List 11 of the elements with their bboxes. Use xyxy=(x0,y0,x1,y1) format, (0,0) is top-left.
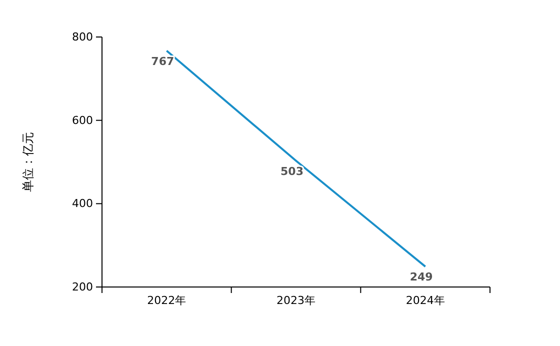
x-tick-label: 2024年 xyxy=(406,294,445,307)
data-label: 767 xyxy=(151,54,174,68)
y-tick-label: 200 xyxy=(72,280,93,294)
data-label: 503 xyxy=(280,164,304,178)
x-tick-label: 2023年 xyxy=(276,294,316,307)
y-tick-label: 800 xyxy=(72,30,93,44)
y-tick-label: 600 xyxy=(72,114,93,127)
y-axis-title: 单位：亿元 xyxy=(21,132,35,192)
y-tick-label: 400 xyxy=(72,197,93,210)
x-tick-label: 2022年 xyxy=(147,294,186,307)
data-label: 249 xyxy=(410,270,433,284)
